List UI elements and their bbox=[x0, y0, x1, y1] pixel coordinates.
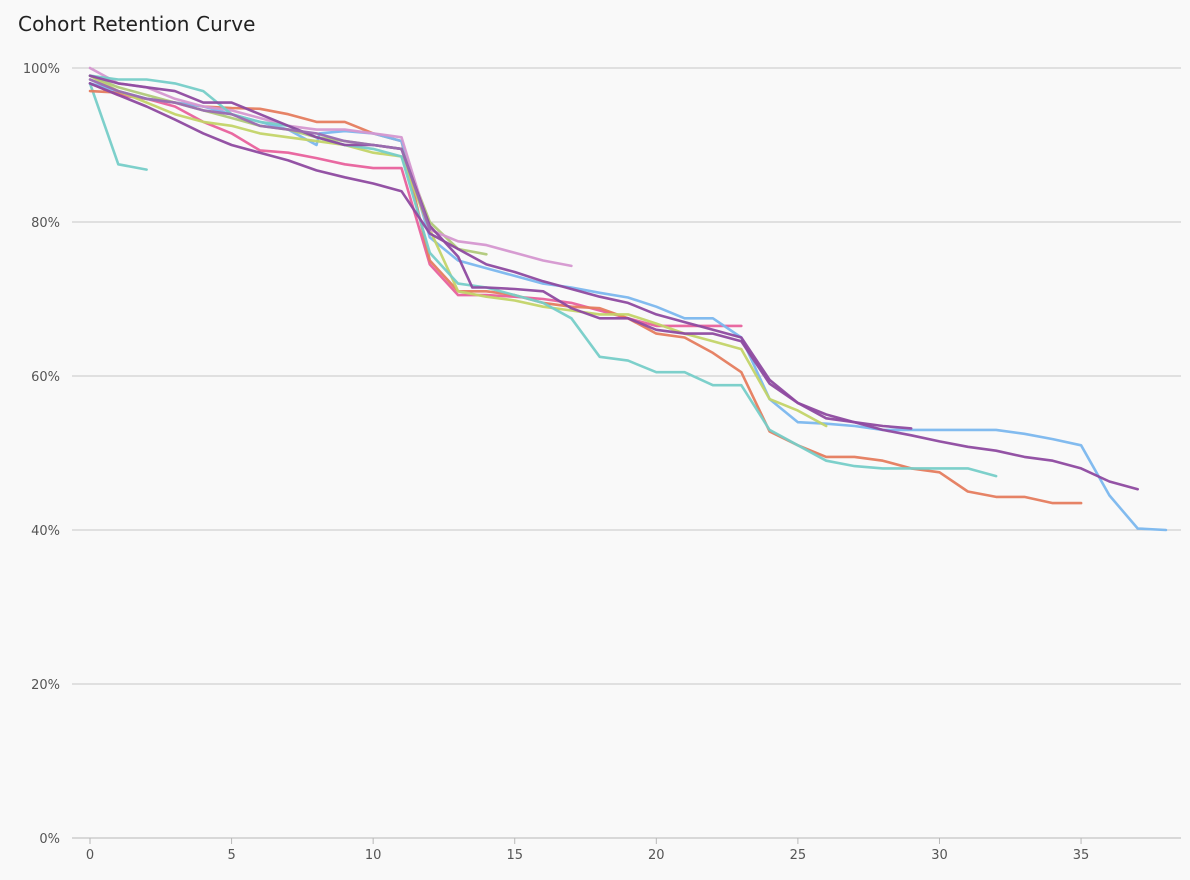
y-tick-label: 80% bbox=[31, 216, 60, 231]
x-tick-label: 10 bbox=[365, 848, 382, 863]
series-layer bbox=[88, 66, 1168, 532]
grid-layer bbox=[72, 67, 1181, 839]
x-tick-label: 5 bbox=[227, 848, 235, 863]
axis-layer: 0% 20% 40% 60% 80% 100% 0 5 10 15 20 25 30 35 bbox=[23, 62, 1089, 863]
y-tick-label: 40% bbox=[31, 524, 60, 539]
series-line-10 bbox=[88, 74, 913, 430]
y-tick-label: 100% bbox=[23, 62, 60, 77]
series-line-5 bbox=[88, 74, 828, 428]
x-tick-label: 0 bbox=[86, 848, 94, 863]
series-line-1 bbox=[88, 82, 148, 171]
chart-title: Cohort Retention Curve bbox=[18, 12, 256, 36]
x-tick-label: 20 bbox=[648, 848, 665, 863]
x-tick-label: 35 bbox=[1073, 848, 1090, 863]
series-line-9 bbox=[88, 82, 1139, 491]
y-tick-label: 20% bbox=[31, 678, 60, 693]
y-tick-label: 60% bbox=[31, 370, 60, 385]
x-tick-label: 25 bbox=[790, 848, 807, 863]
series-line-7 bbox=[88, 66, 573, 268]
series-line-4 bbox=[88, 82, 1168, 532]
series-line-3 bbox=[88, 89, 1083, 505]
x-tick-label: 15 bbox=[506, 848, 523, 863]
series-line-8 bbox=[88, 74, 998, 478]
series-line-11 bbox=[88, 78, 432, 231]
x-tick-label: 30 bbox=[931, 848, 948, 863]
y-tick-label: 0% bbox=[39, 832, 60, 847]
